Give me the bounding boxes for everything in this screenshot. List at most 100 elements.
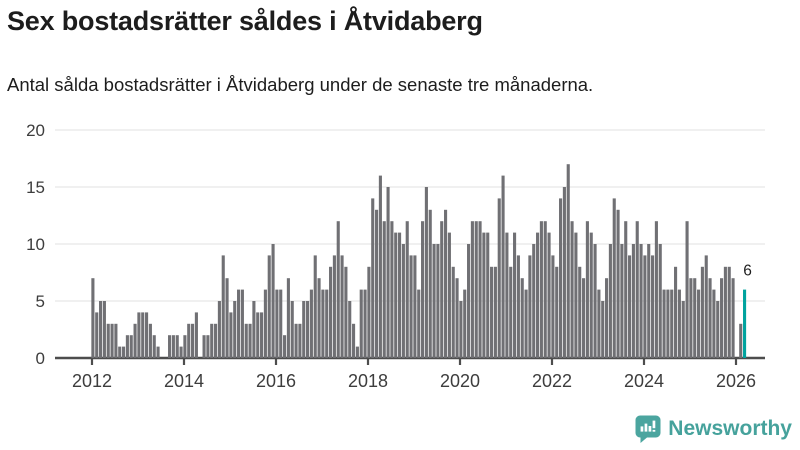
bar [428, 209, 432, 358]
bar [723, 266, 727, 358]
bar [490, 266, 494, 358]
bar [355, 346, 359, 358]
bar [605, 278, 609, 358]
bar [240, 289, 244, 358]
bar [585, 221, 589, 358]
bar [532, 244, 536, 358]
bar [731, 278, 735, 358]
bar [666, 289, 670, 358]
bar [214, 323, 218, 358]
bar [424, 187, 428, 358]
bar [267, 255, 271, 358]
bar [260, 312, 264, 358]
bar [375, 209, 379, 358]
bar [256, 312, 260, 358]
bar [616, 209, 620, 358]
bar [539, 221, 543, 358]
bar [739, 323, 743, 358]
bar [175, 335, 179, 358]
bar [720, 278, 724, 358]
bar [290, 301, 294, 358]
highlighted-bar [743, 289, 747, 358]
bar [444, 209, 448, 358]
bar [283, 335, 287, 358]
bar [125, 335, 129, 358]
bar [417, 289, 421, 358]
bar [317, 278, 321, 358]
bar [689, 278, 693, 358]
bar [321, 289, 325, 358]
bar [237, 289, 241, 358]
bar [340, 255, 344, 358]
bar [608, 244, 612, 358]
bar [313, 255, 317, 358]
bar [662, 289, 666, 358]
bar [440, 221, 444, 358]
bar [382, 221, 386, 358]
bar [566, 164, 570, 358]
bar [589, 232, 593, 358]
bar [651, 255, 655, 358]
bar [674, 266, 678, 358]
bar [179, 346, 183, 358]
page-title: Sex bostadsrätter såldes i Åtvidaberg [7, 6, 483, 36]
bar [248, 323, 252, 358]
bar [244, 323, 248, 358]
chart-subtitle: Antal sålda bostadsrätter i Åtvidaberg u… [7, 74, 594, 95]
bar [631, 244, 635, 358]
x-axis-tick-label: 2022 [532, 371, 572, 391]
bar [716, 301, 720, 358]
bar [390, 221, 394, 358]
bar [191, 323, 195, 358]
bar [643, 255, 647, 358]
bar [593, 244, 597, 358]
bar [206, 335, 210, 358]
bar [363, 289, 367, 358]
bar [271, 244, 275, 358]
bar [102, 301, 106, 358]
bar [229, 312, 233, 358]
bar [559, 198, 563, 358]
bar [562, 187, 566, 358]
bar [482, 232, 486, 358]
bar [156, 346, 160, 358]
bar [202, 335, 206, 358]
x-axis-tick-label: 2026 [716, 371, 756, 391]
bar [612, 198, 616, 358]
bar [145, 312, 149, 358]
bar [187, 323, 191, 358]
bar [513, 232, 517, 358]
bar [252, 301, 256, 358]
bar [543, 221, 547, 358]
bar [470, 221, 474, 358]
x-axis-tick-label: 2014 [164, 371, 204, 391]
bar [171, 335, 175, 358]
bar [332, 255, 336, 358]
bar [704, 255, 708, 358]
bar [654, 221, 658, 358]
bar [463, 289, 467, 358]
bar [528, 255, 532, 358]
bar [578, 266, 582, 358]
bar [275, 289, 279, 358]
bar [708, 278, 712, 358]
bar [681, 301, 685, 358]
bar [409, 255, 413, 358]
bar [432, 244, 436, 358]
bar [727, 266, 731, 358]
brand-name: Newsworthy [668, 417, 792, 440]
bar [141, 312, 145, 358]
bar [352, 323, 356, 358]
bar [110, 323, 114, 358]
bar [225, 278, 229, 358]
bar [118, 346, 122, 358]
x-axis-tick-label: 2020 [440, 371, 480, 391]
bar [555, 266, 559, 358]
bar [95, 312, 99, 358]
bar [421, 221, 425, 358]
bar [478, 221, 482, 358]
bar [99, 301, 103, 358]
bar [386, 187, 390, 358]
bar [378, 175, 382, 358]
